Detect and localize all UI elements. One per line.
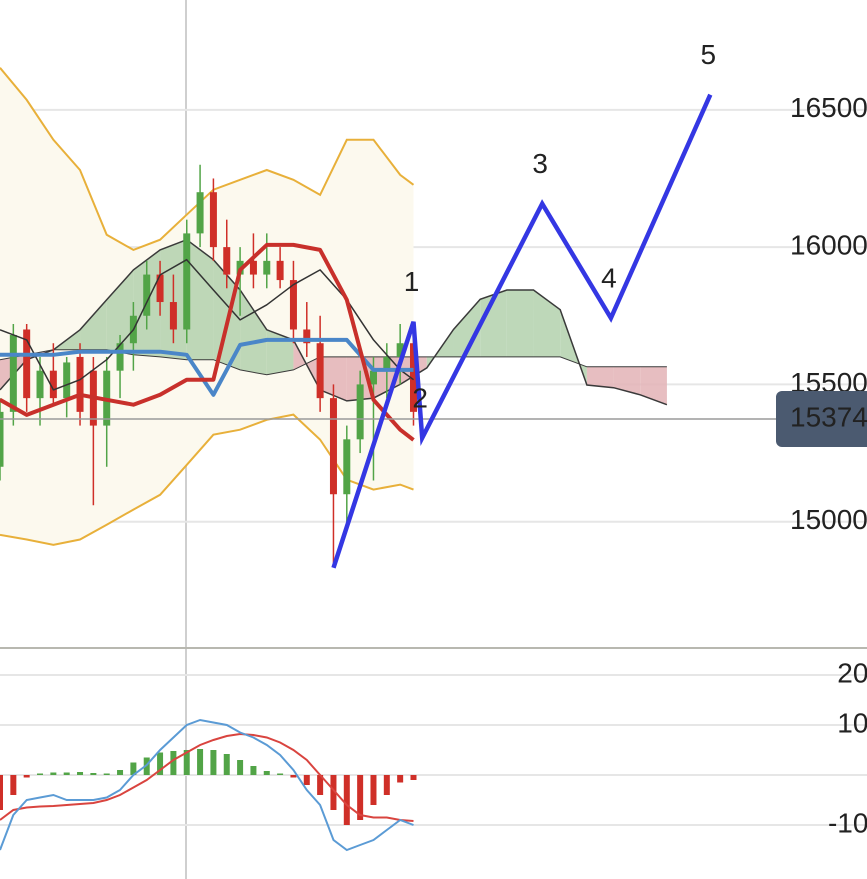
histogram-bar (90, 773, 97, 775)
candle-body (396, 343, 404, 357)
candle-body (209, 192, 217, 248)
y-tick-label: -100 (828, 807, 867, 838)
histogram-bar (103, 773, 110, 775)
candle-body (329, 398, 337, 495)
histogram-bar (237, 760, 244, 775)
y-tick-label: 15000 (790, 504, 867, 535)
cloud-segment (640, 366, 667, 405)
candle-body (223, 247, 231, 275)
histogram-bar (410, 775, 417, 780)
histogram-bar (170, 751, 177, 775)
histogram-bar (397, 775, 404, 783)
indicator-line (0, 242, 415, 442)
cloud-segment (186, 239, 214, 360)
histogram-bar (370, 775, 377, 805)
candle-body (183, 233, 191, 330)
candle-body (23, 329, 31, 399)
macd-line (0, 718, 414, 852)
cloud-segment (320, 356, 347, 401)
cloud-segment (480, 289, 507, 357)
histogram-bar (37, 773, 44, 775)
candle-body (289, 280, 297, 330)
histogram-bar (157, 752, 164, 775)
candle-body (169, 302, 177, 330)
cloud-segment (213, 259, 241, 370)
candle-body (143, 274, 151, 316)
candle-body (49, 370, 57, 399)
cloud-segment (613, 366, 641, 395)
histogram-bar (77, 772, 84, 775)
histogram-bar (223, 754, 230, 775)
candle-body (369, 370, 377, 385)
histogram-bar (343, 775, 350, 825)
cloud-segment (533, 289, 561, 357)
price-tag-label: 15374 (790, 401, 867, 432)
y-tick-label: 200 (837, 657, 867, 688)
histogram-bar (63, 772, 70, 775)
band-lower (0, 413, 414, 546)
price-tag (776, 391, 867, 448)
histogram-bar (210, 750, 217, 775)
histogram-bar (143, 757, 150, 775)
candle-body (356, 384, 364, 440)
histogram-bar (23, 775, 30, 778)
wave-label: 5 (700, 39, 716, 70)
wave-label: 4 (601, 262, 617, 293)
candle-body (0, 411, 4, 467)
histogram-bar (0, 775, 3, 810)
histogram-bar (290, 775, 297, 778)
histogram-bar (197, 749, 204, 775)
histogram-bar (277, 773, 284, 775)
histogram-bar (183, 750, 190, 775)
cloud-segment (506, 289, 534, 357)
histogram-bar (357, 775, 364, 820)
candle-body (263, 260, 271, 275)
cloud-segment (240, 289, 267, 375)
wave-label: 2 (412, 382, 428, 413)
y-tick-label: 16500 (790, 92, 867, 123)
y-tick-label: 16000 (790, 230, 867, 261)
candle-body (9, 334, 17, 412)
histogram-bar (330, 775, 337, 810)
histogram-bar (250, 766, 257, 775)
candle-body (383, 356, 391, 371)
histogram-bar (10, 775, 17, 795)
candle-body (276, 260, 284, 281)
cloud-segment (106, 269, 134, 355)
candle-body (156, 274, 164, 303)
y-tick-label: 100 (837, 707, 867, 738)
cloud-segment (80, 299, 107, 350)
histogram-bar (303, 775, 310, 785)
histogram-bar (317, 775, 324, 795)
histogram-bar (383, 775, 390, 795)
candle-body (316, 343, 324, 399)
indicator-line (0, 258, 414, 391)
candle-body (343, 439, 351, 495)
candle-body (76, 356, 84, 412)
wave-label: 1 (404, 266, 420, 297)
histogram-bar (130, 762, 137, 775)
candle-body (196, 192, 204, 234)
candle-body (303, 329, 311, 344)
wave-label: 3 (532, 148, 548, 179)
candle-body (249, 260, 257, 275)
candle-body (63, 362, 71, 399)
candle-body (409, 343, 417, 412)
candle-body (36, 370, 44, 399)
histogram-bar (50, 772, 57, 775)
indicator-line (0, 337, 414, 397)
signal-line (0, 732, 414, 822)
cloud-segment (586, 366, 614, 388)
wave-line (331, 93, 713, 569)
histogram-bar (117, 770, 124, 775)
candle-body (116, 343, 124, 371)
histogram-bar (263, 771, 270, 775)
